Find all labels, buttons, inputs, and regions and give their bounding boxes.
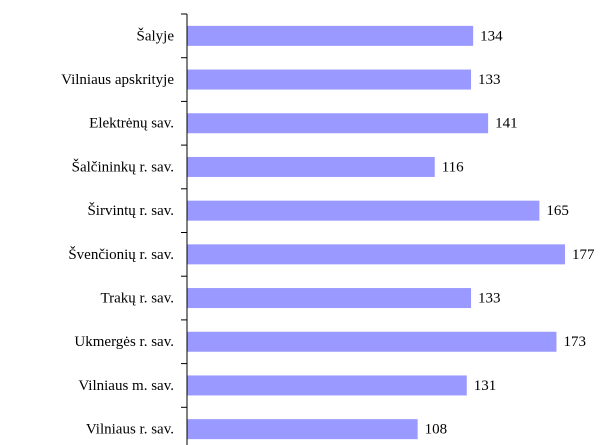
bar xyxy=(187,156,435,177)
value-label: 131 xyxy=(474,378,497,394)
value-label: 141 xyxy=(495,116,518,132)
bar xyxy=(187,331,557,352)
category-label: Švenčionių r. sav. xyxy=(68,246,174,263)
category-label: Širvintų r. sav. xyxy=(87,202,174,219)
value-label: 177 xyxy=(572,247,595,263)
value-label: 133 xyxy=(478,290,501,306)
bar xyxy=(187,419,418,440)
value-label: 108 xyxy=(425,422,448,438)
value-label: 173 xyxy=(563,334,586,350)
value-label: 165 xyxy=(546,203,569,219)
bar xyxy=(187,113,489,134)
bar xyxy=(187,244,565,265)
bar xyxy=(187,375,467,396)
category-label: Šalčininkų r. sav. xyxy=(72,158,174,175)
category-label: Trakų r. sav. xyxy=(101,290,174,306)
bar xyxy=(187,288,472,309)
category-label: Vilniaus m. sav. xyxy=(78,378,174,394)
value-label: 133 xyxy=(478,72,501,88)
value-label: 134 xyxy=(480,28,503,44)
category-label: Elektrėnų sav. xyxy=(89,116,174,132)
value-label: 116 xyxy=(442,159,464,175)
category-label: Ukmergės r. sav. xyxy=(74,334,174,350)
bar xyxy=(187,200,540,221)
bar xyxy=(187,69,472,90)
category-label: Šalyje xyxy=(137,27,175,44)
category-label: Vilniaus apskrityje xyxy=(61,72,174,88)
bar xyxy=(187,25,474,46)
category-label: Vilniaus r. sav. xyxy=(86,422,174,438)
